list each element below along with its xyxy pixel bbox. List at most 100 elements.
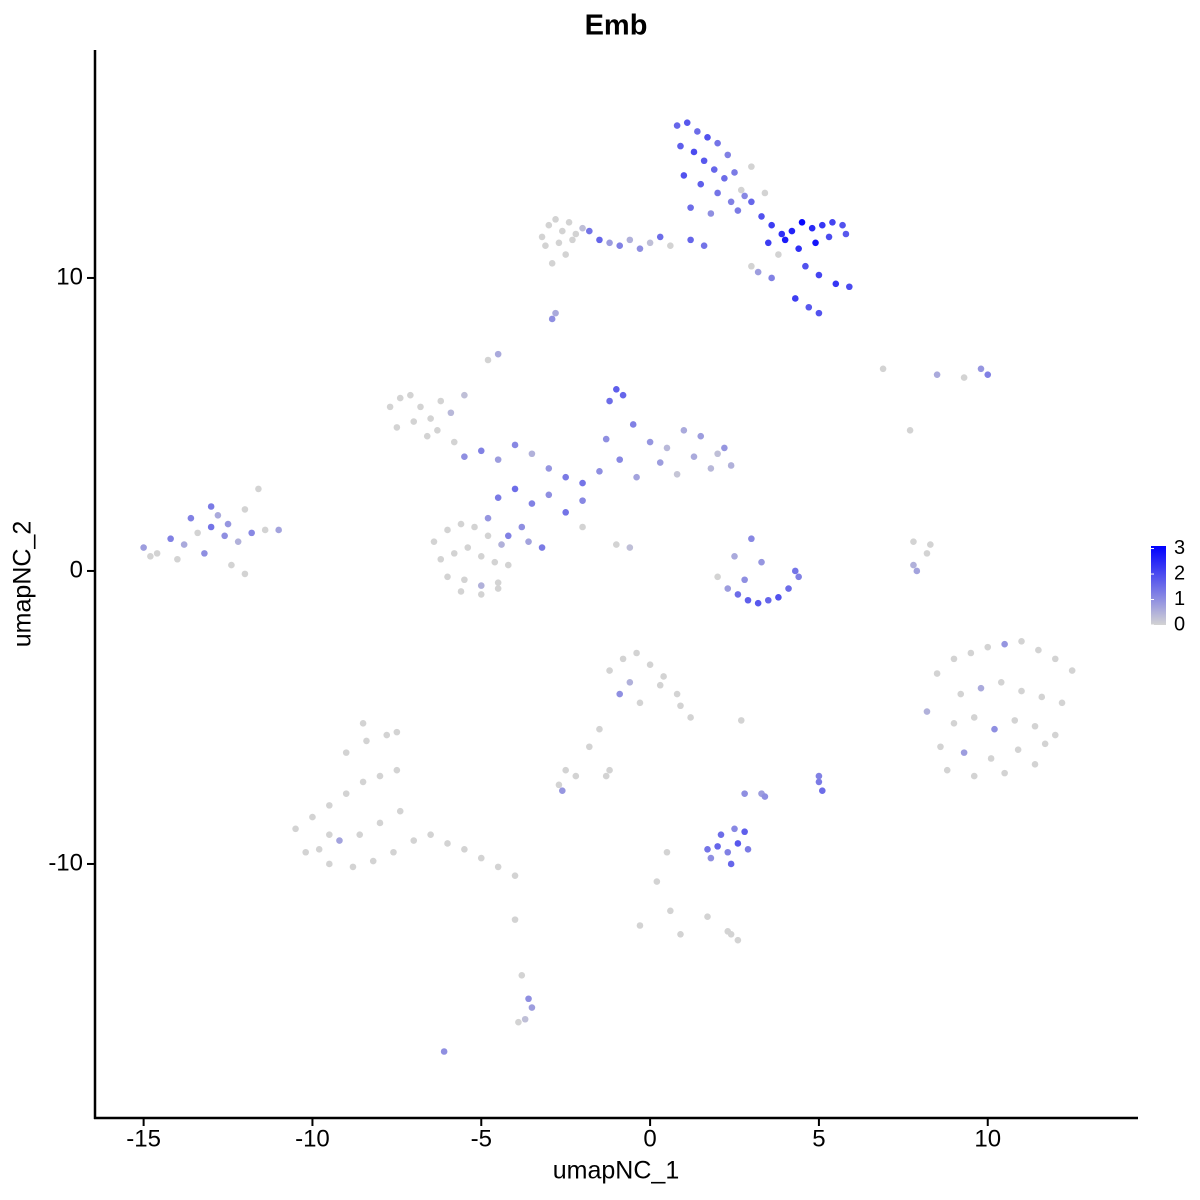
cell-point (613, 385, 620, 393)
color-tick-label: 0 (1174, 613, 1185, 635)
cell-point (336, 837, 343, 844)
cell-point (673, 690, 681, 698)
cell-point (484, 514, 492, 522)
cell-point (434, 427, 441, 434)
cell-point (315, 846, 323, 853)
cell-point (214, 511, 222, 519)
cell-point (359, 778, 367, 786)
cell-point (494, 585, 502, 592)
cell-point (393, 728, 401, 736)
cell-point (484, 532, 492, 540)
cell-point (606, 667, 613, 674)
cell-point (700, 157, 708, 165)
cell-point (656, 233, 664, 241)
cell-point (461, 391, 468, 399)
cell-point (444, 840, 451, 847)
cell-point (565, 218, 573, 226)
cell-point (673, 122, 681, 129)
x-tick-label: 5 (812, 1125, 825, 1152)
cell-point (781, 236, 789, 244)
cell-point (579, 497, 586, 504)
cell-point (586, 743, 593, 751)
cell-point (602, 772, 610, 780)
cell-point (690, 453, 698, 460)
cell-point (798, 218, 806, 226)
cell-point (690, 148, 698, 156)
cell-point (626, 544, 634, 551)
cell-point (744, 596, 752, 604)
cell-point (275, 526, 282, 534)
cell-point (180, 541, 188, 548)
cell-point (174, 555, 181, 563)
cell-point (775, 251, 782, 258)
cell-point (785, 585, 792, 592)
cell-point (555, 239, 563, 247)
cell-point (457, 520, 465, 528)
x-tick-label: -15 (126, 1125, 161, 1152)
cell-point (748, 198, 755, 206)
cell-point (731, 169, 738, 176)
cell-point (680, 427, 688, 434)
color-tick-label: 2 (1174, 562, 1185, 584)
cell-point (727, 930, 735, 938)
cell-point (656, 681, 664, 689)
cell-point (396, 394, 404, 402)
cell-point (224, 520, 232, 528)
cell-point (943, 766, 951, 774)
cell-point (731, 553, 738, 560)
cell-point (407, 391, 414, 399)
cell-point (261, 526, 269, 534)
cell-point (764, 596, 772, 604)
cell-point (791, 567, 799, 575)
cell-point (477, 447, 485, 455)
cell-point (477, 854, 485, 862)
cell-point (471, 523, 478, 531)
cell-point (727, 860, 735, 868)
cell-point (1058, 699, 1066, 707)
cell-point (538, 544, 546, 551)
cell-point (704, 846, 711, 853)
cell-point (477, 591, 485, 598)
cell-point (977, 684, 985, 692)
cell-point (326, 831, 333, 838)
cell-point (140, 544, 147, 551)
cell-point (390, 848, 397, 856)
cell-point (626, 236, 634, 244)
y-tick-label: 0 (70, 556, 83, 583)
cell-point (839, 221, 846, 229)
cell-point (545, 491, 553, 499)
cell-point (606, 397, 613, 405)
cell-point (427, 415, 434, 422)
cell-point (714, 843, 721, 850)
cell-point (579, 479, 586, 487)
cell-point (241, 570, 249, 578)
cell-point (791, 295, 799, 302)
cell-point (667, 242, 674, 250)
cell-point (440, 1048, 448, 1055)
cell-point (383, 731, 391, 739)
chart-title: Emb (585, 10, 648, 42)
cell-point (410, 837, 418, 844)
cell-point (906, 427, 914, 434)
cell-point (477, 553, 485, 560)
cell-point (525, 538, 532, 545)
cell-point (879, 365, 887, 373)
cell-point (923, 550, 931, 557)
cell-point (970, 772, 978, 780)
cell-point (494, 863, 502, 871)
cell-point (1038, 693, 1046, 701)
cell-point (515, 1018, 522, 1026)
cell-point (748, 262, 755, 270)
cell-point (987, 755, 995, 762)
cell-point (1011, 717, 1019, 724)
cell-point (829, 218, 836, 226)
cell-point (957, 690, 965, 698)
cell-point (359, 720, 367, 727)
cell-point (616, 242, 624, 250)
cell-point (356, 831, 364, 838)
cell-point (423, 432, 431, 440)
cell-point (700, 242, 708, 250)
points-layer (140, 119, 1076, 1055)
cell-point (596, 236, 603, 244)
color-bar (1151, 546, 1166, 625)
